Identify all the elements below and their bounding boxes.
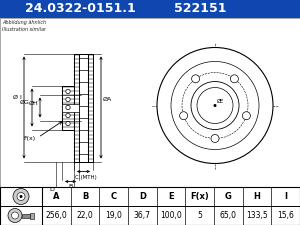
Circle shape [214, 104, 217, 107]
Circle shape [17, 193, 25, 200]
Circle shape [66, 89, 70, 94]
Bar [62, 86, 74, 130]
Circle shape [211, 135, 219, 142]
Text: F(x): F(x) [24, 136, 36, 141]
Bar [74, 54, 79, 162]
Text: 65,0: 65,0 [220, 211, 237, 220]
Text: B: B [82, 192, 88, 201]
Bar [0, 18, 300, 187]
Circle shape [13, 189, 29, 205]
Circle shape [66, 105, 70, 110]
Bar [0, 0, 300, 18]
Text: 24.0322-0151.1: 24.0322-0151.1 [25, 2, 135, 16]
Text: C: C [111, 192, 117, 201]
Text: E: E [168, 192, 174, 201]
Text: ate: ate [184, 86, 225, 106]
Text: ØE: ØE [217, 99, 224, 104]
Bar [79, 54, 88, 162]
Circle shape [230, 75, 238, 83]
Text: 133,5: 133,5 [246, 211, 268, 220]
Text: F(x): F(x) [190, 192, 209, 201]
Bar [62, 104, 79, 112]
Text: Abbildung ähnlich
Illustration similar: Abbildung ähnlich Illustration similar [2, 20, 46, 32]
Circle shape [192, 75, 200, 83]
Text: 19,0: 19,0 [105, 211, 122, 220]
Text: D: D [139, 192, 146, 201]
Text: ØH: ØH [28, 101, 38, 106]
Bar [30, 212, 34, 218]
Text: C (MTH): C (MTH) [75, 175, 96, 180]
Circle shape [197, 88, 233, 124]
Circle shape [171, 61, 259, 149]
Text: D: D [49, 187, 54, 192]
Circle shape [66, 121, 70, 126]
Text: 256,0: 256,0 [46, 211, 67, 220]
Text: G: G [225, 192, 232, 201]
Bar [0, 187, 300, 225]
Text: 15,6: 15,6 [277, 211, 294, 220]
Bar [88, 54, 93, 162]
Text: 5: 5 [197, 211, 202, 220]
Text: ØA: ØA [103, 97, 112, 102]
Text: 100,0: 100,0 [160, 211, 182, 220]
Circle shape [66, 97, 70, 102]
Text: B: B [68, 184, 73, 189]
Text: 522151: 522151 [174, 2, 226, 16]
Circle shape [180, 112, 188, 120]
Bar [22, 214, 30, 218]
Circle shape [66, 113, 70, 118]
Text: A: A [53, 192, 60, 201]
Text: ØG: ØG [20, 100, 30, 105]
Text: Ø I: Ø I [13, 95, 22, 100]
Circle shape [8, 209, 22, 223]
Circle shape [157, 47, 273, 164]
Circle shape [20, 195, 22, 198]
Circle shape [242, 112, 250, 120]
Text: H: H [254, 192, 260, 201]
Text: I: I [284, 192, 287, 201]
Circle shape [11, 212, 19, 219]
Circle shape [191, 81, 239, 130]
Text: 22,0: 22,0 [76, 211, 93, 220]
Text: 36,7: 36,7 [134, 211, 151, 220]
